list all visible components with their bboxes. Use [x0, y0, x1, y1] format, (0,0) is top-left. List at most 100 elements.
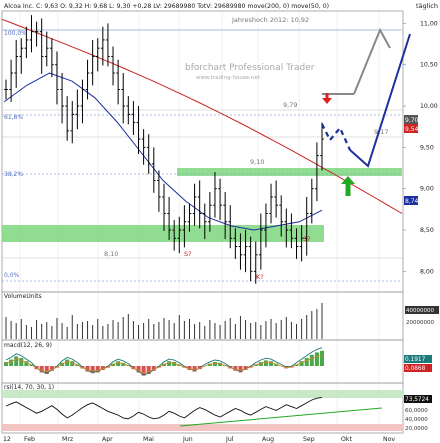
ohlc-bar	[29, 15, 34, 53]
ohlc-bar	[182, 205, 187, 248]
rsi-tick-40: 40,0000	[405, 417, 428, 423]
arrow-down-icon	[322, 93, 332, 104]
rsi-trendline	[179, 407, 383, 427]
macd-hist-bar	[187, 366, 192, 370]
price-badge-2: 9,54	[404, 124, 419, 133]
fib-382-label: 38,2%	[4, 171, 23, 178]
macd-hist-bar	[258, 362, 263, 366]
macd-hist-bar	[299, 361, 304, 366]
ohlc-bar	[208, 191, 212, 232]
price-badge-1-text: 9,70	[405, 117, 419, 124]
x-tick-label: Mai	[143, 436, 154, 443]
macd-hist-bar	[39, 366, 44, 373]
y-tick-label: 10,50	[420, 62, 438, 69]
macd-hist-bar	[238, 366, 243, 373]
rsi-oversold-band	[2, 424, 403, 431]
ohlc-bar	[44, 31, 49, 67]
y-tick-label: 8,00	[420, 268, 434, 275]
ohlc-bar	[4, 79, 8, 100]
ohlc-bar	[116, 59, 120, 105]
ohlc-bar	[14, 39, 18, 88]
macd-hist-bar	[141, 366, 146, 376]
price-badge-3: 8,74	[404, 196, 419, 205]
macd-hist-bar	[146, 366, 151, 374]
y-tick-label: 10,00	[420, 103, 438, 110]
y-tick-label: 11,00	[420, 20, 438, 27]
macd-hist-bar	[233, 366, 238, 371]
ohlc-bar	[259, 213, 263, 270]
ohlc-bar	[304, 196, 309, 256]
forecast-grey-path	[353, 27, 391, 95]
macd-hist-bar	[136, 366, 141, 373]
macd-hist-bar	[263, 360, 268, 366]
quote-line: Alcoa Inc. C: 9,63 O: 9,32 H: 9,68 L: 9,…	[4, 3, 329, 10]
rsi-tick-60: 60,0000	[405, 408, 428, 414]
macd-hist-bar	[172, 362, 177, 366]
ohlc-bar	[95, 38, 100, 72]
ohlc-bar	[177, 216, 182, 254]
rsi-panel	[1, 382, 404, 434]
watermark-url: www.trading-house.net	[196, 75, 261, 81]
rsi-value-badge: 73,5724	[405, 397, 429, 403]
ohlc-bar	[310, 178, 314, 224]
x-tick-label: Jun	[182, 436, 193, 443]
ohlc-bar	[279, 195, 284, 237]
macd-hist-bar	[111, 363, 116, 366]
ohlc-bar	[50, 38, 54, 78]
ohlc-bar	[121, 72, 126, 124]
x-tick-label: Mrz	[62, 436, 73, 443]
macd-hist-bar	[167, 361, 172, 366]
fib-618-label: 61,8%	[4, 114, 23, 121]
macd-hist-bar	[151, 366, 156, 371]
ohlc-bar	[75, 89, 80, 130]
macd-hist-bar	[65, 359, 70, 366]
macd-hist-bar	[212, 362, 217, 366]
ohlc-bar	[157, 170, 161, 212]
volume-tick-mid: 20000000	[406, 320, 434, 326]
ohlc-bars	[4, 15, 324, 284]
macd-hist-bar	[192, 366, 197, 372]
ohlc-bar	[90, 39, 95, 86]
macd-hist-bar	[9, 359, 14, 366]
ohlc-bar	[65, 96, 69, 141]
ohlc-bar	[284, 208, 289, 248]
price-axis: 8,00 8,50 9,00 9,50 10,00 10,50 11,00	[403, 20, 438, 275]
macd-hist-bar	[269, 361, 274, 366]
ohlc-bar	[223, 191, 227, 240]
ohlc-bar	[152, 147, 156, 193]
x-tick-label: Nov	[383, 436, 395, 443]
ohlc-bar	[167, 196, 171, 240]
rsi-tick-20: 20,0000	[405, 426, 428, 432]
macd-hist-bar	[60, 362, 65, 366]
macd-hist-bar	[314, 352, 319, 366]
ohlc-bar	[24, 26, 29, 59]
ohlc-bar	[80, 79, 85, 124]
macd-title: macd(12, 26, 9)	[4, 342, 52, 349]
x-tick-label: 12	[3, 436, 11, 443]
ohlc-bar	[243, 230, 248, 273]
ohlc-bar	[9, 59, 13, 102]
volume-title: VolumeUnits	[4, 293, 42, 300]
y-tick-label: 9,00	[420, 186, 434, 193]
ohlc-bar	[162, 183, 166, 231]
ohlc-bar	[233, 228, 238, 259]
ohlc-bar	[253, 241, 258, 284]
macd-hist-bar	[100, 366, 105, 370]
x-tick-label: Feb	[24, 436, 35, 443]
price-badge-1: 9,70	[404, 115, 419, 124]
macd-hist-bar	[90, 366, 95, 374]
macd-hist-bar	[207, 363, 212, 366]
price-badge-3-text: 8,74	[405, 198, 419, 205]
ohlc-bar	[213, 172, 217, 218]
x-tick-label: Sep	[303, 436, 315, 443]
ohlc-bar	[131, 101, 136, 135]
time-axis: 12 Feb Mrz Apr Mai Jun Jul Aug Sep Okt Nov	[3, 436, 395, 443]
ohlc-bar	[101, 26, 105, 66]
y-tick-label: 9,50	[420, 144, 434, 151]
ohlc-bar	[55, 51, 59, 105]
macd-value-badge: 0,1917	[405, 357, 426, 363]
rsi-line	[5, 396, 323, 420]
x-tick-label: Jul	[225, 436, 234, 443]
annotation-979: 9,79	[283, 101, 297, 109]
